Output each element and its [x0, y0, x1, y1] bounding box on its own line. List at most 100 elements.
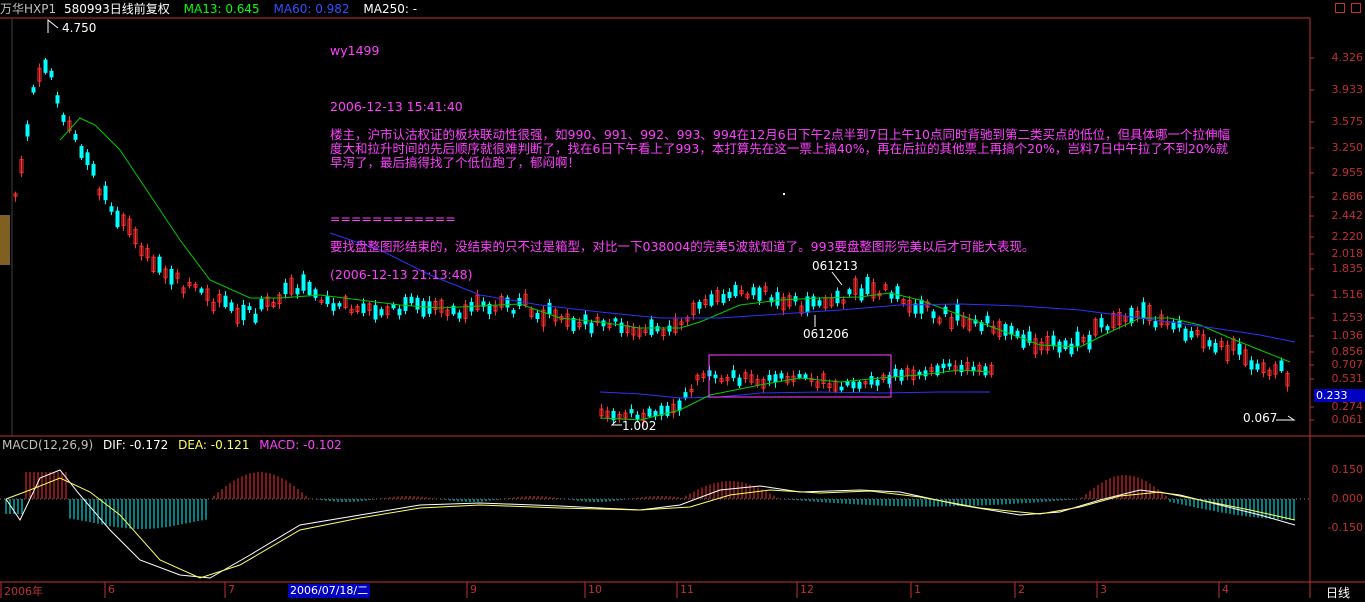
close-icon[interactable]: [1351, 3, 1361, 13]
price-candle: [571, 318, 576, 332]
price-candle: [259, 298, 264, 310]
price-candle: [901, 299, 906, 305]
price-candle: [751, 287, 756, 296]
price-candle: [739, 289, 744, 295]
price-candle: [643, 329, 648, 333]
price-candle: [37, 67, 42, 82]
price-candle: [1207, 340, 1212, 347]
price-candle: [1129, 307, 1134, 324]
overlay-candle: [677, 400, 682, 411]
overlay-candle: [779, 373, 784, 379]
price-candle: [475, 294, 480, 311]
overlay-candle: [653, 411, 658, 417]
price-candle: [1183, 328, 1188, 341]
price-candle: [811, 296, 816, 307]
time-tick: 12: [800, 583, 814, 596]
overlay-candle: [713, 374, 718, 379]
high-arrow: [47, 18, 59, 33]
price-candle: [919, 299, 924, 314]
time-tick: 4: [1222, 583, 1229, 596]
restore-icon[interactable]: [1335, 3, 1345, 13]
overlay-candle: [839, 386, 844, 391]
price-candle: [661, 329, 666, 337]
price-candle: [631, 327, 636, 336]
price-candle: [907, 299, 912, 313]
price-candle: [193, 283, 198, 288]
stock-name: 万华HXP1: [0, 2, 57, 16]
overlay-candle: [845, 381, 850, 386]
date-a-pointer: [831, 271, 843, 286]
price-candle: [115, 210, 120, 228]
overlay-candle: [659, 405, 664, 416]
ma13-line: [59, 117, 1291, 363]
price-candle: [175, 272, 180, 279]
price-candle: [271, 301, 276, 308]
price-candle: [607, 323, 612, 328]
price-candle: [931, 311, 936, 319]
price-tick: 1.036: [1331, 329, 1364, 342]
price-candle: [583, 314, 588, 325]
overlay-candle: [683, 392, 688, 399]
price-candle: [265, 296, 270, 307]
price-candle: [1189, 331, 1194, 338]
overlay-candle: [797, 374, 802, 378]
price-candle: [1105, 326, 1110, 331]
price-candle: [325, 295, 330, 305]
price-candle: [1255, 363, 1260, 370]
price-candle: [367, 303, 372, 311]
price-candle: [769, 297, 774, 303]
overlay-candle: [743, 372, 748, 379]
price-candle: [865, 277, 870, 294]
price-candle: [1201, 334, 1206, 349]
time-tick: 7: [228, 583, 235, 596]
price-tick: 4.326: [1331, 51, 1364, 64]
price-candle: [535, 312, 540, 320]
price-tick: 2.220: [1331, 230, 1364, 243]
period-tab[interactable]: 日线: [1326, 586, 1351, 600]
overlay-candle: [959, 365, 964, 373]
price-candle: [913, 303, 918, 314]
overlay-candle: [929, 367, 934, 373]
price-candle: [1195, 329, 1200, 336]
price-candle: [313, 289, 318, 298]
price-tick: 2.442: [1331, 209, 1364, 222]
overlay-candle: [857, 381, 862, 389]
price-candle: [565, 313, 570, 327]
price-candle: [1153, 321, 1158, 328]
price-candle: [463, 304, 468, 319]
price-candle: [121, 214, 126, 226]
overlay-candle: [599, 408, 604, 417]
price-candle: [319, 299, 324, 304]
price-candle: [43, 59, 48, 73]
price-candle: [1159, 314, 1164, 326]
date-marker-061213: 061213: [812, 259, 858, 273]
overlay-candle: [863, 381, 868, 385]
price-candle: [1261, 362, 1266, 374]
price-tick: 0.531: [1331, 372, 1364, 385]
cursor-date-badge: 2006/07/18/二: [288, 584, 371, 598]
overlay-candle: [671, 403, 676, 414]
price-candle: [211, 301, 216, 312]
price-candle: [679, 321, 684, 326]
price-candle: [55, 95, 60, 104]
price-candle: [355, 305, 360, 312]
overlay-low-marker: 1.002: [622, 419, 657, 433]
price-candle: [883, 284, 888, 290]
price-candle: [1225, 344, 1230, 362]
price-candle: [847, 289, 852, 295]
price-candle: [25, 124, 30, 137]
consolidation-box: [708, 354, 892, 398]
price-candle: [895, 286, 900, 300]
time-tick: 2006年: [4, 585, 43, 598]
annotation-time2: (2006-12-13 21:13:48): [330, 267, 473, 282]
overlay-candle: [923, 370, 928, 377]
price-candle: [1045, 335, 1050, 351]
price-candle: [577, 321, 582, 327]
price-candle: [799, 305, 804, 314]
high-price-marker: 4.750: [62, 21, 97, 35]
price-candle: [1177, 320, 1182, 328]
overlay-candle: [833, 380, 838, 392]
price-candle: [145, 248, 150, 259]
overlay-candle: [635, 414, 640, 420]
